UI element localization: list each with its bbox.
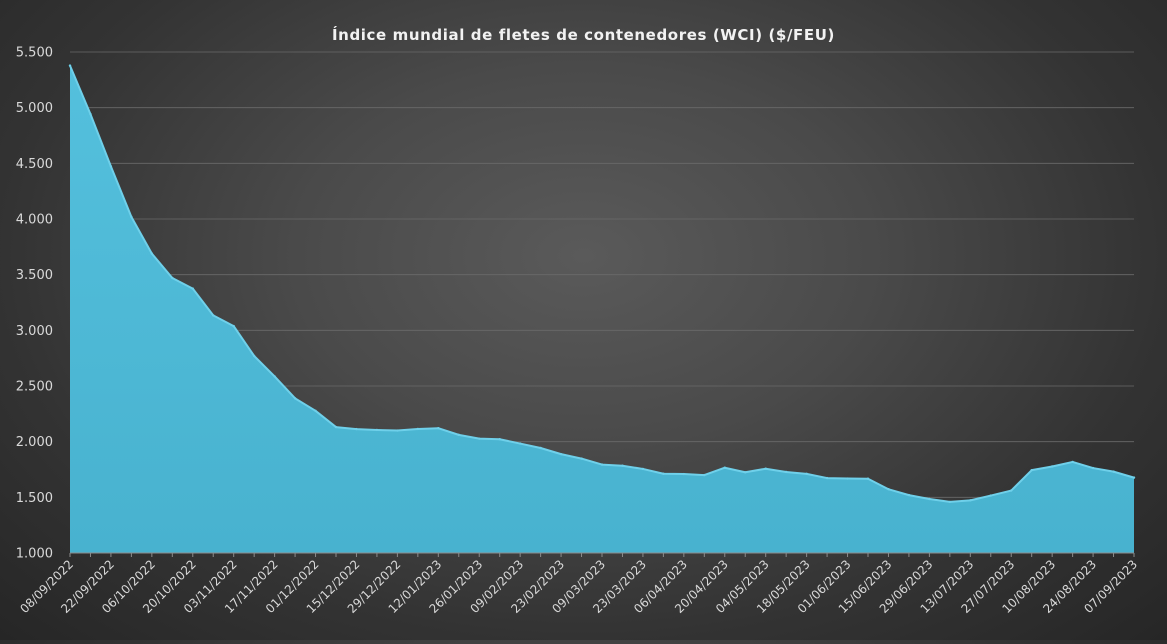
- data-point: [232, 324, 235, 328]
- y-tick-label: 2.500: [16, 380, 53, 395]
- data-point: [109, 165, 113, 168]
- data-point: [416, 427, 420, 431]
- data-point: [948, 500, 952, 504]
- x-axis-tick-labels: 08/09/202222/09/202206/10/202220/10/2022…: [17, 553, 1140, 616]
- area-series: [68, 64, 1136, 553]
- data-point: [621, 464, 624, 467]
- data-point: [703, 473, 706, 477]
- data-point: [805, 472, 808, 476]
- data-point: [887, 488, 890, 491]
- data-point: [682, 472, 686, 476]
- data-point: [212, 314, 215, 317]
- data-point: [580, 457, 583, 460]
- data-point: [928, 497, 931, 501]
- data-point: [334, 425, 338, 429]
- data-point: [314, 409, 317, 413]
- y-tick-label: 2.000: [16, 435, 53, 450]
- data-point: [150, 252, 154, 255]
- data-point: [969, 499, 972, 502]
- data-point: [1030, 468, 1033, 472]
- data-point: [457, 433, 460, 437]
- data-point: [1010, 489, 1013, 492]
- data-point: [478, 437, 481, 440]
- data-point: [866, 477, 870, 480]
- data-point: [1132, 476, 1136, 479]
- data-point: [662, 472, 665, 475]
- data-point: [744, 471, 747, 474]
- y-tick-label: 5.500: [16, 46, 53, 61]
- data-point: [764, 467, 767, 470]
- data-point: [784, 470, 788, 474]
- data-point: [723, 466, 726, 469]
- data-point: [600, 463, 604, 466]
- data-point: [846, 477, 849, 480]
- data-point: [396, 429, 399, 432]
- data-point: [437, 427, 440, 430]
- area-fill: [70, 65, 1134, 553]
- data-point: [1091, 466, 1095, 470]
- y-tick-label: 1.500: [16, 491, 53, 506]
- data-point: [825, 476, 829, 480]
- data-point: [375, 428, 379, 432]
- y-tick-label: 4.500: [16, 157, 53, 172]
- data-point: [518, 442, 522, 445]
- data-point: [355, 427, 358, 431]
- y-tick-label: 1.000: [16, 547, 53, 562]
- data-point: [130, 215, 133, 219]
- y-tick-label: 3.000: [16, 324, 53, 339]
- data-point: [1071, 460, 1074, 464]
- y-axis-tick-labels: 1.000 1.500 2.000 2.500 3.000 3.500 4.000 4.500…: [16, 46, 53, 562]
- y-tick-label: 3.500: [16, 268, 53, 283]
- data-point: [89, 112, 92, 116]
- y-tick-label: 5.000: [16, 101, 53, 116]
- data-point: [68, 64, 72, 67]
- data-point: [252, 354, 256, 358]
- data-point: [191, 287, 194, 290]
- data-point: [1112, 470, 1115, 473]
- data-point: [273, 375, 276, 378]
- data-point: [293, 397, 297, 400]
- data-point: [641, 467, 645, 471]
- data-point: [907, 493, 911, 497]
- chart-title: Índice mundial de fletes de contenedores…: [332, 26, 835, 44]
- data-point: [539, 446, 542, 450]
- data-point: [1050, 465, 1054, 468]
- data-point: [171, 276, 174, 280]
- data-point: [989, 494, 992, 497]
- data-point: [498, 438, 501, 441]
- data-point: [559, 452, 563, 456]
- y-tick-label: 4.000: [16, 213, 53, 228]
